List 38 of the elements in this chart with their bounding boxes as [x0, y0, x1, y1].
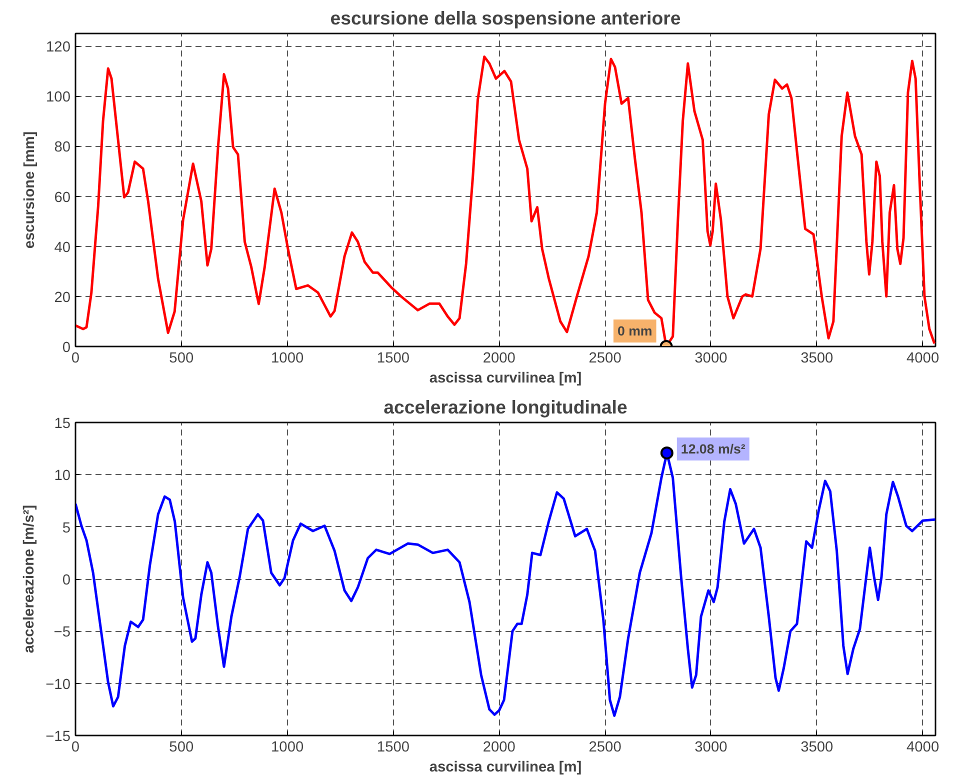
x-tick-label: 2500 — [588, 740, 622, 756]
y-tick-label: 0 — [62, 340, 71, 356]
y-tick-label: 60 — [54, 190, 71, 206]
y-axis-title: accelereazione [m/s²] — [22, 504, 38, 654]
x-tick-label: 4000 — [906, 350, 940, 366]
y-tick-label: −5 — [54, 624, 71, 641]
x-tick-label: 3000 — [694, 740, 728, 756]
y-tick-label: 40 — [54, 240, 71, 256]
y-tick-label: 15 — [54, 416, 71, 432]
y-tick-label: 80 — [54, 140, 71, 156]
x-axis-title: ascissa curvilinea [m] — [429, 370, 582, 386]
x-tick-label: 3500 — [800, 350, 834, 366]
x-tick-label: 2500 — [588, 350, 622, 366]
y-tick-label: −10 — [46, 676, 71, 693]
x-tick-label: 3500 — [800, 740, 834, 756]
chart-title: escursione della sospensione anteriore — [330, 8, 681, 28]
y-tick-label: 0 — [62, 572, 71, 588]
y-tick-label: 5 — [62, 520, 71, 536]
y-tick-label: 100 — [46, 90, 71, 106]
x-tick-label: 500 — [169, 740, 194, 756]
x-tick-label: 1000 — [271, 350, 304, 366]
x-tick-label: 2000 — [482, 740, 516, 756]
y-axis-title: escursione [mm] — [22, 131, 38, 249]
annotation: 0 mm — [617, 324, 652, 338]
annotation: 12.08 m/s² — [680, 441, 746, 456]
y-tick-label: 10 — [54, 468, 71, 484]
x-tick-label: 500 — [169, 350, 194, 366]
x-tick-label: 1500 — [376, 350, 410, 366]
x-tick-label: 1000 — [271, 740, 304, 756]
y-tick-label: 120 — [46, 40, 71, 56]
x-tick-label: 4000 — [906, 740, 940, 756]
x-tick-label: 2000 — [482, 350, 516, 366]
x-tick-label: 3000 — [694, 350, 728, 366]
chart-title: accelerazione longitudinale — [384, 396, 628, 418]
x-tick-label: 1500 — [376, 740, 410, 756]
y-tick-label: 20 — [54, 290, 71, 306]
x-axis-title: ascissa curvilinea [m] — [429, 760, 582, 776]
y-tick-label: −15 — [46, 729, 71, 745]
